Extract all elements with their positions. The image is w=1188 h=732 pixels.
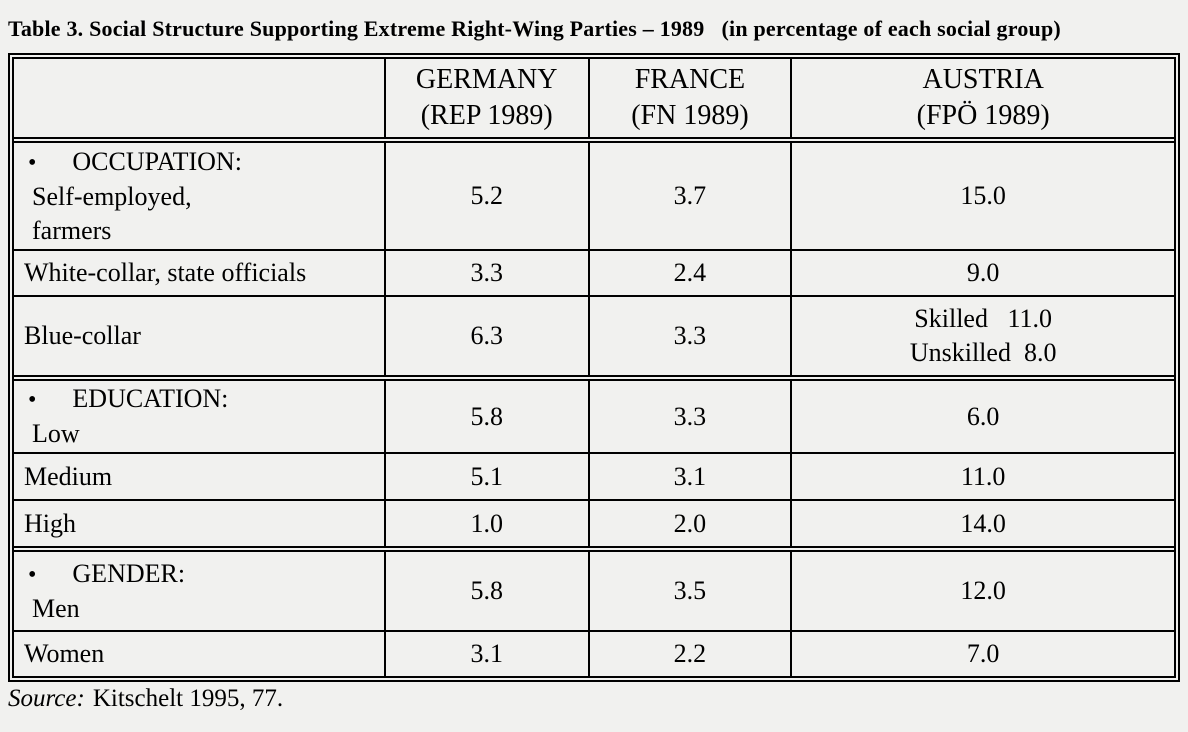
value-france-self-employed: 3.7 — [587, 143, 791, 249]
source-note: Source: Kitschelt 1995, 77. — [8, 685, 1180, 713]
bullet-icon: • — [28, 149, 37, 176]
table-row-education-medium: Medium 5.1 3.1 11.0 — [14, 452, 1174, 499]
data-table: GERMANY (REP 1989) FRANCE (FN 1989) AUST… — [8, 53, 1180, 682]
section-gender: • GENDER: Men 5.8 3.5 12.0 Women 3.1 2.2… — [14, 546, 1174, 676]
table-row-gender-men: • GENDER: Men 5.8 3.5 12.0 — [14, 552, 1174, 630]
section-heading-education: • EDUCATION: — [24, 382, 380, 417]
value-austria-women: 7.0 — [790, 632, 1174, 676]
row-label-medium: Medium — [24, 461, 113, 491]
section-title-education: EDUCATION: — [72, 384, 229, 413]
row-label-education: • EDUCATION: Low — [14, 381, 384, 452]
value-france-education-medium: 3.1 — [587, 454, 791, 499]
table-row-gender-women: Women 3.1 2.2 7.0 — [14, 630, 1174, 676]
header-france-country: FRANCE — [634, 64, 746, 95]
header-row: GERMANY (REP 1989) FRANCE (FN 1989) AUST… — [14, 59, 1174, 137]
header-austria-party: (FPÖ 1989) — [916, 100, 1050, 131]
value-germany-education-low: 5.8 — [383, 381, 588, 452]
value-austria-unskilled: Unskilled 8.0 — [909, 338, 1057, 367]
header-austria-country: AUSTRIA — [922, 64, 1044, 95]
value-germany-men: 5.8 — [383, 552, 588, 630]
column-header-france: FRANCE (FN 1989) — [587, 59, 791, 137]
value-austria-white-collar: 9.0 — [790, 251, 1174, 295]
row-label-white-collar: White-collar, state officials — [24, 258, 307, 287]
column-header-austria: AUSTRIA (FPÖ 1989) — [790, 59, 1174, 137]
value-austria-blue-collar: Skilled 11.0 Unskilled 8.0 — [790, 297, 1174, 375]
row-label-high: High — [24, 508, 76, 538]
value-germany-self-employed: 5.2 — [383, 143, 588, 249]
row-label-blue-collar: Blue-collar — [24, 321, 141, 350]
value-germany-blue-collar: 6.3 — [383, 297, 588, 375]
header-germany-country: GERMANY — [415, 64, 558, 95]
value-france-blue-collar: 3.3 — [587, 297, 791, 375]
section-heading-occupation: • OCCUPATION: — [24, 145, 380, 180]
row-label-gender: • GENDER: Men — [14, 552, 384, 630]
value-france-education-low: 3.3 — [587, 381, 791, 452]
section-title-occupation: OCCUPATION: — [72, 146, 242, 176]
value-austria-education-low: 6.0 — [790, 381, 1174, 452]
value-france-education-high: 2.0 — [587, 501, 791, 546]
header-germany-party: (REP 1989) — [420, 100, 553, 131]
row-label-men: Men — [32, 593, 80, 623]
row-label-low: Low — [32, 419, 80, 448]
row-label-line2: Self-employed, — [32, 181, 192, 211]
table-row-occupation-self-employed: • OCCUPATION: Self-employed, farmers 5.2… — [14, 143, 1174, 249]
value-germany-education-high: 1.0 — [383, 501, 588, 546]
section-title-gender: GENDER: — [72, 558, 186, 588]
table-row-education-low: • EDUCATION: Low 5.8 3.3 6.0 — [14, 381, 1174, 452]
section-occupation: • OCCUPATION: Self-employed, farmers 5.2… — [14, 137, 1174, 375]
value-germany-education-medium: 5.1 — [383, 454, 588, 499]
source-label: Source: — [8, 685, 85, 712]
value-austria-men: 12.0 — [790, 552, 1174, 630]
value-germany-white-collar: 3.3 — [383, 251, 588, 295]
table-row-education-high: High 1.0 2.0 14.0 — [14, 499, 1174, 546]
table-title: Table 3. Social Structure Supporting Ext… — [8, 16, 1061, 41]
row-label-women: Women — [24, 639, 105, 668]
row-label-occupation: • OCCUPATION: Self-employed, farmers — [14, 143, 384, 249]
row-label-line3: farmers — [32, 215, 112, 245]
value-france-men: 3.5 — [587, 552, 791, 630]
value-france-women: 2.2 — [587, 632, 791, 676]
value-austria-self-employed: 15.0 — [790, 143, 1174, 249]
header-empty-cell — [14, 59, 384, 137]
header-france-party: (FN 1989) — [631, 100, 749, 131]
bullet-icon: • — [28, 387, 37, 413]
bullet-icon: • — [28, 561, 37, 588]
value-austria-skilled: Skilled 11.0 — [914, 304, 1052, 333]
value-germany-women: 3.1 — [383, 632, 588, 676]
section-heading-gender: • GENDER: — [24, 557, 380, 592]
section-education: • EDUCATION: Low 5.8 3.3 6.0 Medium 5.1 … — [14, 375, 1174, 546]
source-citation: Kitschelt 1995, 77. — [92, 685, 284, 712]
value-france-white-collar: 2.4 — [587, 251, 791, 295]
column-header-germany: GERMANY (REP 1989) — [383, 59, 588, 137]
value-austria-education-high: 14.0 — [790, 501, 1174, 546]
value-austria-education-medium: 11.0 — [790, 454, 1174, 499]
table-row-blue-collar: Blue-collar 6.3 3.3 Skilled 11.0 Unskill… — [14, 295, 1174, 375]
table-row-white-collar: White-collar, state officials 3.3 2.4 9.… — [14, 249, 1174, 295]
